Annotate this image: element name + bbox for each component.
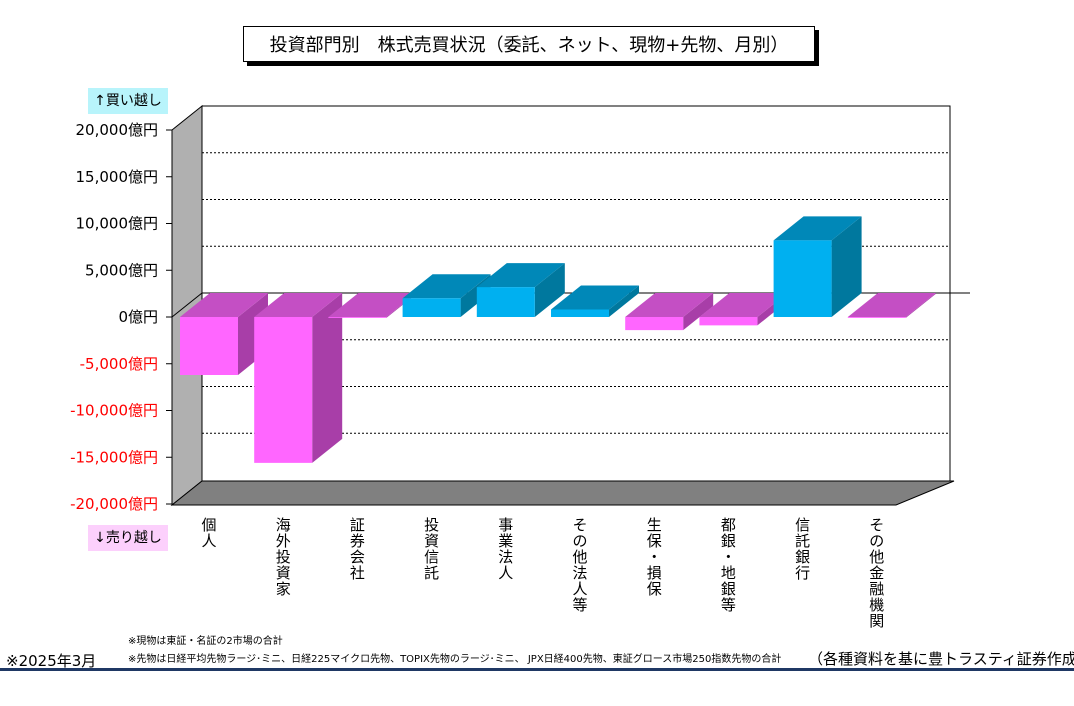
bar-front — [402, 298, 461, 317]
bar-6 — [625, 293, 714, 331]
y-tick-label: 10,000億円 — [76, 215, 159, 233]
bar-front — [847, 317, 906, 318]
bar-chart: 20,000億円 15,000億円 10,000億円 5,000億円 0億円 -5,000… — [70, 104, 970, 630]
bar-top — [625, 293, 714, 317]
bar-front — [773, 240, 832, 317]
bar-front — [625, 317, 684, 331]
bar-4 — [476, 263, 565, 317]
date-label: ※2025年3月 — [6, 652, 97, 670]
y-tick-label: -15,000億円 — [70, 448, 158, 466]
floor — [170, 480, 955, 506]
category-label: 事業法人 — [498, 516, 513, 582]
y-tick-label: 0億円 — [118, 308, 158, 326]
bar-side — [534, 263, 565, 317]
bar-front — [180, 317, 238, 375]
bar-top — [773, 216, 862, 241]
bar-side — [312, 293, 343, 463]
bar-side — [609, 285, 639, 317]
y-tick-label: -10,000億円 — [70, 402, 158, 420]
bar-top — [180, 293, 268, 317]
bar-front — [476, 287, 535, 317]
bar-5 — [551, 285, 639, 317]
bar-side — [683, 293, 714, 331]
bar-side — [905, 293, 936, 318]
bar-front — [551, 309, 609, 317]
bar-side — [831, 216, 862, 317]
y-tick-label: -20,000億円 — [70, 495, 158, 513]
bar-top — [699, 293, 788, 317]
bar-top — [847, 293, 936, 317]
category-label: 証券会社 — [350, 516, 365, 582]
note-spot: ※現物は東証・名証の2市場の合計 — [128, 636, 283, 647]
y-tick-label: 15,000億円 — [76, 168, 159, 186]
buy-label: ↑買い越し — [88, 88, 168, 114]
bar-top — [328, 293, 417, 317]
bar-top — [402, 274, 491, 299]
y-tick-label: -5,000億円 — [80, 355, 158, 373]
chart-title: 投資部門別 株式売買状況（委託、ネット、現物+先物、月別） — [243, 26, 815, 62]
category-label: 個人 — [201, 516, 216, 550]
category-label: その他金融機関 — [869, 516, 884, 630]
category-label: 都銀・地銀等 — [721, 516, 736, 614]
bar-front — [254, 317, 313, 463]
category-label: 信託銀行 — [795, 516, 810, 582]
category-label: 生保・損保 — [647, 516, 662, 598]
bar-front — [699, 317, 758, 326]
sell-label: ↓売り越し — [88, 525, 168, 551]
bar-8 — [773, 216, 862, 317]
bar-front — [328, 317, 387, 318]
zero-plane-edge — [171, 292, 203, 318]
y-tick-label: 5,000億円 — [85, 261, 158, 279]
bar-top — [254, 293, 343, 317]
y-tick-label: 20,000億円 — [76, 121, 159, 139]
source-label: （各種資料を基に豊トラスティ証券作成） — [808, 650, 1074, 668]
bottom-rule — [0, 668, 1074, 671]
bar-9 — [847, 293, 936, 318]
category-label: 投資信託 — [424, 516, 439, 582]
bar-top — [476, 263, 565, 288]
note-futures: ※先物は日経平均先物ラージ･ミニ、日経225マイクロ先物、TOPIX先物のラージ… — [128, 654, 782, 665]
bar-1 — [254, 293, 343, 463]
category-label: その他法人等 — [572, 516, 587, 614]
category-label: 海外投資家 — [276, 516, 291, 598]
bar-top — [551, 285, 639, 310]
